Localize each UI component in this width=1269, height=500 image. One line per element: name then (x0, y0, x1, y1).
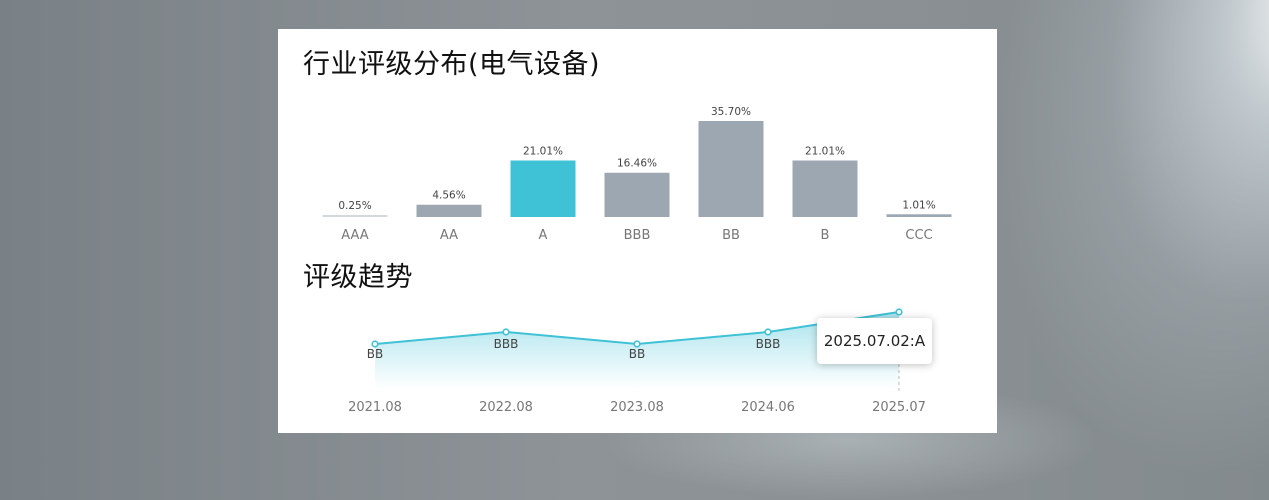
bar-label-B: 21.01% (805, 146, 845, 158)
x-tick-2023.08: 2023.08 (610, 400, 664, 415)
x-tick-AA: AA (440, 228, 458, 243)
bar-label-CCC: 1.01% (902, 199, 935, 211)
x-tick-2024.06: 2024.06 (741, 400, 795, 415)
bar-label-AA: 4.56% (432, 190, 465, 202)
bar-label-A: 21.01% (523, 146, 563, 158)
trend-point-label: BBB (494, 337, 519, 351)
x-tick-2021.08: 2021.08 (348, 400, 402, 415)
bar-AAA (322, 215, 388, 217)
x-tick-AAA: AAA (341, 228, 369, 243)
x-tick-BBB: BBB (624, 228, 651, 243)
bar-B (792, 160, 858, 217)
x-tick-CCC: CCC (905, 228, 932, 243)
bar-label-BB: 35.70% (711, 106, 751, 118)
bar-BB (698, 121, 764, 217)
trend-title: 评级趋势 (303, 262, 413, 293)
bar-label-BBB: 16.46% (617, 158, 657, 170)
rating-card: 行业评级分布(电气设备) 评级趋势 0.25% AAA 4.56% AA 21.01% A… (278, 29, 997, 433)
trend-area (375, 312, 899, 389)
x-tick-2025.07: 2025.07 (872, 400, 926, 415)
trend-point-2021.08 (371, 340, 379, 348)
bar-label-AAA: 0.25% (338, 200, 371, 212)
x-tick-BB: BB (722, 228, 740, 243)
bar-A (510, 160, 576, 217)
x-tick-2022.08: 2022.08 (479, 400, 533, 415)
bar-AA (416, 204, 482, 217)
distribution-title: 行业评级分布(电气设备) (303, 49, 601, 80)
trend-point-2023.08 (633, 340, 641, 348)
x-tick-B: B (821, 228, 830, 243)
trend-point-label: BB (629, 347, 645, 361)
x-tick-A: A (539, 228, 548, 243)
charts-svg: 0.25%AAA4.56%AA21.01%A16.46%BBB35.70%BB2… (322, 106, 952, 415)
trend-point-label: BBB (756, 337, 781, 351)
bar-CCC (886, 214, 952, 217)
trend-point-label: BB (367, 347, 383, 361)
trend-point-2024.06 (764, 328, 772, 336)
bar-BBB (604, 172, 670, 217)
trend-point-2025.07 (895, 308, 903, 316)
trend-tooltip: 2025.07.02:A (817, 318, 932, 364)
trend-point-2022.08 (502, 328, 510, 336)
